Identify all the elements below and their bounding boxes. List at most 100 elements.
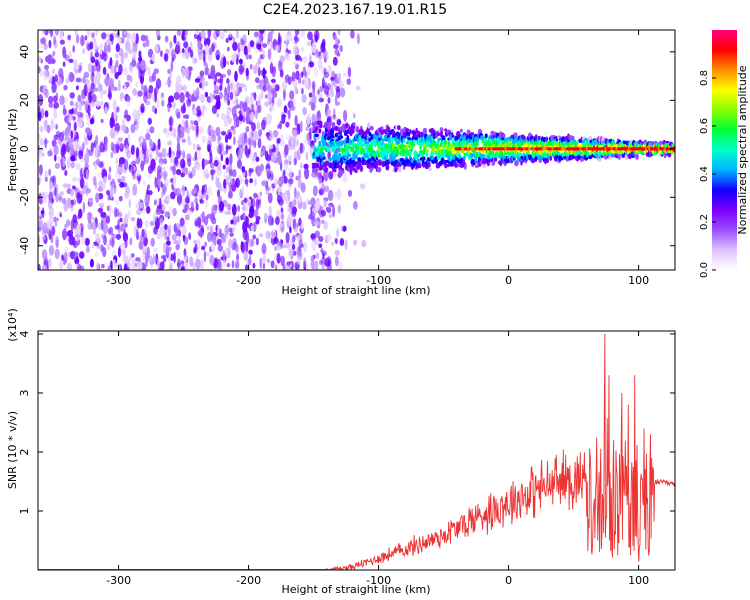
heatmap-noise-cell bbox=[58, 132, 65, 142]
heatmap-noise-cell bbox=[135, 33, 139, 45]
heatmap-noise-cell bbox=[179, 92, 185, 103]
heatmap-noise-cell bbox=[75, 34, 80, 44]
heatmap-noise-cell bbox=[96, 99, 100, 108]
heatmap-noise-cell bbox=[339, 238, 345, 246]
heatmap-noise-cell bbox=[302, 55, 308, 64]
heatmap-noise-cell bbox=[116, 71, 122, 76]
heatmap-noise-cell bbox=[170, 60, 174, 72]
heatmap-noise-cell bbox=[86, 115, 90, 127]
heatmap-noise-cell bbox=[280, 134, 284, 141]
heatmap-noise-cell bbox=[187, 141, 192, 146]
heatmap-noise-cell bbox=[147, 190, 153, 196]
heatmap-noise-cell bbox=[287, 31, 291, 36]
snr-y-tick-label: 2 bbox=[18, 448, 31, 455]
heatmap-noise-cell bbox=[100, 118, 104, 124]
heatmap-signal-cell bbox=[314, 133, 320, 138]
heatmap-noise-cell bbox=[67, 183, 71, 189]
heatmap-noise-cell bbox=[124, 51, 128, 59]
heatmap-noise-cell bbox=[137, 56, 143, 62]
heatmap-noise-cell bbox=[44, 191, 49, 199]
heatmap-noise-cell bbox=[101, 212, 107, 219]
heatmap-noise-cell bbox=[284, 144, 289, 156]
heatmap-noise-cell bbox=[199, 93, 203, 101]
heatmap-noise-cell bbox=[152, 72, 156, 82]
heatmap-noise-cell bbox=[120, 242, 126, 252]
heatmap-noise-cell bbox=[196, 87, 200, 98]
heatmap-noise-cell bbox=[48, 102, 53, 108]
heatmap-noise-cell bbox=[159, 162, 163, 168]
heatmap-noise-cell bbox=[79, 112, 84, 119]
heatmap-noise-cell bbox=[167, 76, 171, 88]
heatmap-noise-cell bbox=[149, 257, 154, 269]
heatmap-y-tick-label: -20 bbox=[18, 188, 31, 206]
heatmap-noise-cell bbox=[275, 179, 282, 185]
heatmap-noise-cell bbox=[174, 156, 179, 165]
heatmap-noise-cell bbox=[203, 216, 209, 226]
heatmap-noise-cell bbox=[334, 256, 339, 267]
heatmap-noise-cell bbox=[89, 41, 94, 50]
heatmap-noise-cell bbox=[70, 204, 74, 212]
heatmap-signal-cell bbox=[355, 125, 360, 133]
heatmap-noise-cell bbox=[161, 147, 167, 159]
heatmap-signal-cell bbox=[419, 146, 423, 150]
heatmap-noise-cell bbox=[274, 177, 277, 187]
heatmap-noise-cell bbox=[131, 165, 135, 176]
heatmap-noise-cell bbox=[258, 66, 261, 77]
heatmap-noise-cell bbox=[318, 109, 321, 118]
heatmap-noise-cell bbox=[95, 71, 101, 81]
heatmap-noise-cell bbox=[240, 38, 245, 46]
heatmap-noise-cell bbox=[318, 236, 324, 242]
heatmap-signal-cell bbox=[380, 129, 385, 135]
heatmap-noise-cell bbox=[229, 179, 235, 185]
heatmap-noise-cell bbox=[197, 191, 202, 198]
heatmap-noise-cell bbox=[301, 94, 307, 103]
heatmap-noise-cell bbox=[314, 221, 320, 227]
heatmap-noise-cell bbox=[130, 253, 135, 258]
heatmap-signal-cell bbox=[450, 129, 454, 133]
heatmap-noise-cell bbox=[117, 36, 122, 45]
heatmap-noise-cell bbox=[151, 53, 156, 62]
heatmap-noise-cell bbox=[126, 32, 131, 40]
heatmap-noise-cell bbox=[186, 153, 192, 162]
heatmap-noise-cell bbox=[155, 208, 162, 215]
heatmap-noise-cell bbox=[77, 177, 81, 183]
heatmap-signal-cell bbox=[346, 134, 350, 142]
heatmap-noise-cell bbox=[321, 263, 325, 270]
heatmap-noise-cell bbox=[336, 118, 342, 126]
heatmap-noise-cell bbox=[256, 121, 260, 130]
heatmap-noise-cell bbox=[48, 96, 54, 104]
heatmap-noise-cell bbox=[232, 36, 236, 42]
heatmap-noise-cell bbox=[141, 83, 144, 91]
heatmap-noise-cell bbox=[295, 236, 301, 241]
heatmap-noise-cell bbox=[123, 30, 127, 36]
heatmap-noise-cell bbox=[260, 163, 264, 172]
heatmap-noise-cell bbox=[86, 169, 89, 181]
heatmap-noise-cell bbox=[216, 189, 221, 198]
heatmap-noise-cell bbox=[40, 58, 43, 64]
heatmap-noise-cell bbox=[310, 255, 315, 262]
heatmap-noise-cell bbox=[231, 169, 237, 178]
heatmap-noise-cell bbox=[178, 84, 183, 91]
heatmap-signal-cell bbox=[340, 170, 345, 174]
heatmap-noise-cell bbox=[142, 42, 148, 48]
heatmap-noise-cell bbox=[169, 262, 173, 270]
heatmap-noise-cell bbox=[168, 224, 172, 230]
heatmap-signal-cell bbox=[340, 135, 344, 139]
heatmap-noise-cell bbox=[96, 260, 100, 270]
heatmap-noise-cell bbox=[203, 37, 207, 46]
heatmap-noise-cell bbox=[194, 151, 198, 161]
snr-line-marks bbox=[38, 333, 675, 570]
heatmap-noise-cell bbox=[179, 217, 185, 228]
heatmap-noise-cell bbox=[39, 197, 43, 205]
heatmap-signal-cell bbox=[413, 163, 416, 167]
heatmap-noise-cell bbox=[304, 77, 310, 89]
heatmap-noise-cell bbox=[119, 217, 123, 223]
heatmap-noise-cell bbox=[336, 228, 340, 238]
heatmap-noise-cell bbox=[173, 91, 180, 101]
heatmap-noise-cell bbox=[281, 174, 284, 185]
heatmap-signal-cell bbox=[517, 155, 520, 163]
heatmap-noise-cell bbox=[249, 168, 254, 173]
heatmap-noise-cell bbox=[87, 212, 92, 224]
heatmap-noise-cell bbox=[95, 159, 101, 165]
heatmap-noise-cell bbox=[84, 237, 90, 246]
